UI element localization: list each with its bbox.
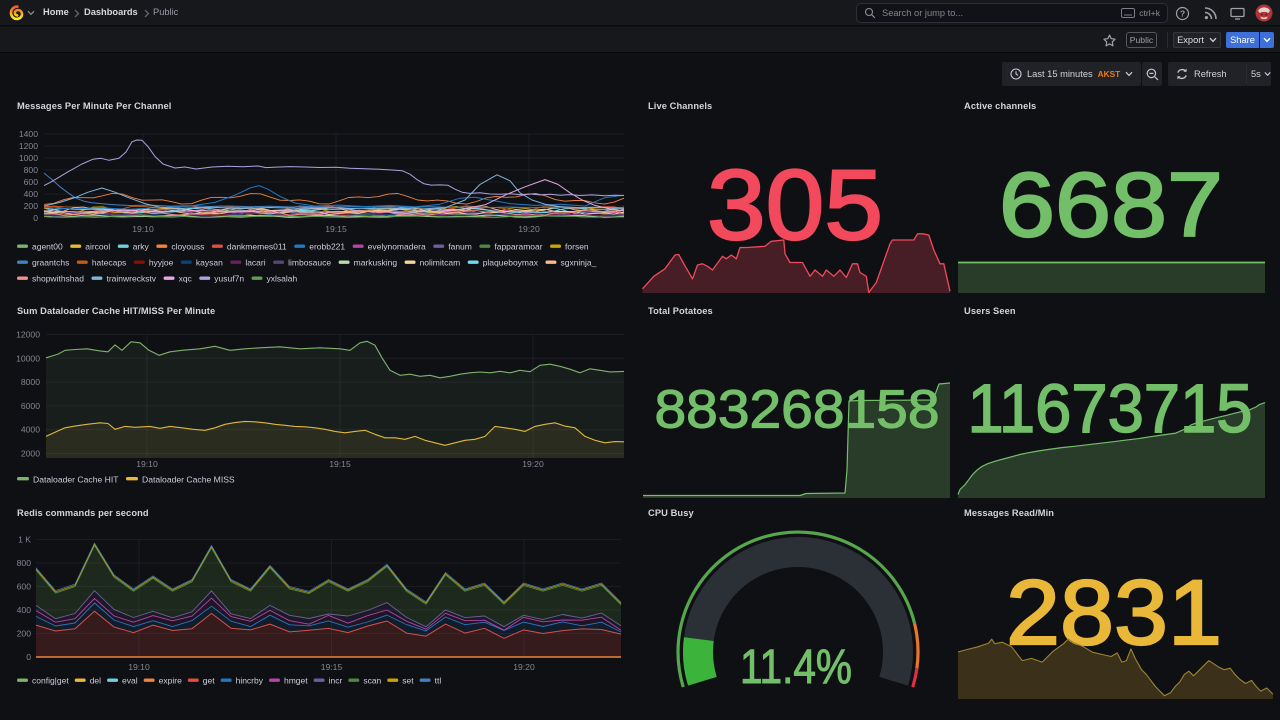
svg-text:config|get: config|get (32, 676, 69, 686)
svg-text:19:15: 19:15 (325, 224, 347, 234)
svg-text:kaysan: kaysan (196, 258, 223, 268)
svg-text:?: ? (1180, 8, 1185, 18)
svg-text:12000: 12000 (16, 330, 40, 340)
svg-text:shopwithshad: shopwithshad (32, 274, 84, 284)
svg-text:Dataloader Cache MISS: Dataloader Cache MISS (142, 475, 235, 485)
svg-text:forsen: forsen (565, 242, 589, 252)
svg-text:11673715: 11673715 (968, 370, 1253, 447)
svg-text:305: 305 (707, 149, 883, 260)
svg-text:0: 0 (33, 213, 38, 223)
svg-text:erobb221: erobb221 (309, 242, 345, 252)
svg-text:0: 0 (26, 652, 31, 662)
svg-text:19:15: 19:15 (329, 459, 351, 469)
svg-text:scan: scan (363, 676, 381, 686)
svg-text:2000: 2000 (21, 449, 40, 459)
svg-text:1 K: 1 K (18, 535, 31, 545)
svg-text:1200: 1200 (19, 141, 38, 151)
svg-text:hincrby: hincrby (236, 676, 264, 686)
svg-text:sgxninja_: sgxninja_ (560, 258, 596, 268)
svg-text:evelynomadera: evelynomadera (368, 242, 426, 252)
svg-text:1000: 1000 (19, 153, 38, 163)
svg-text:200: 200 (17, 629, 32, 639)
svg-text:800: 800 (24, 165, 39, 175)
svg-text:expire: expire (159, 676, 182, 686)
svg-text:19:20: 19:20 (518, 224, 540, 234)
svg-text:set: set (402, 676, 414, 686)
svg-text:2831: 2831 (1006, 562, 1222, 664)
svg-text:19:10: 19:10 (128, 662, 150, 672)
svg-text:trainwreckstv: trainwreckstv (106, 274, 156, 284)
svg-text:hmget: hmget (284, 676, 308, 686)
svg-text:incr: incr (329, 676, 343, 686)
svg-text:19:20: 19:20 (522, 459, 544, 469)
svg-text:arky: arky (133, 242, 150, 252)
svg-text:8000: 8000 (21, 377, 40, 387)
svg-text:fanum: fanum (448, 242, 472, 252)
svg-text:ttl: ttl (435, 676, 442, 686)
svg-text:limbosauce: limbosauce (288, 258, 331, 268)
svg-text:xqc: xqc (179, 274, 193, 284)
svg-text:yxlsalah: yxlsalah (267, 274, 298, 284)
svg-text:del: del (90, 676, 101, 686)
svg-text:19:15: 19:15 (321, 662, 343, 672)
svg-text:19:20: 19:20 (513, 662, 535, 672)
svg-text:dankmemes011: dankmemes011 (227, 242, 287, 252)
svg-text:fapparamoar: fapparamoar (494, 242, 542, 252)
svg-text:graantchs: graantchs (32, 258, 69, 268)
svg-text:hyyjoe: hyyjoe (149, 258, 174, 268)
svg-text:6000: 6000 (21, 401, 40, 411)
svg-text:400: 400 (24, 189, 39, 199)
svg-text:cloyouss: cloyouss (171, 242, 204, 252)
svg-text:800: 800 (17, 558, 32, 568)
svg-text:plaqueboymax: plaqueboymax (483, 258, 539, 268)
svg-text:markusking: markusking (354, 258, 398, 268)
svg-text:get: get (203, 676, 215, 686)
svg-text:nolimitcam: nolimitcam (420, 258, 461, 268)
svg-text:lacari: lacari (245, 258, 265, 268)
svg-text:hatecaps: hatecaps (92, 258, 127, 268)
svg-text:600: 600 (17, 582, 32, 592)
svg-text:600: 600 (24, 177, 39, 187)
svg-text:yusuf7n: yusuf7n (214, 274, 244, 284)
svg-text:6687: 6687 (999, 155, 1223, 256)
svg-text:19:10: 19:10 (136, 459, 158, 469)
svg-text:883268158: 883268158 (655, 380, 940, 440)
svg-text:Dataloader Cache HIT: Dataloader Cache HIT (33, 475, 119, 485)
svg-text:eval: eval (122, 676, 138, 686)
svg-text:19:10: 19:10 (132, 224, 154, 234)
svg-text:11.4%: 11.4% (740, 641, 852, 694)
svg-text:200: 200 (24, 201, 39, 211)
svg-text:1400: 1400 (19, 129, 38, 139)
svg-text:10000: 10000 (16, 353, 40, 363)
svg-text:4000: 4000 (21, 425, 40, 435)
svg-text:400: 400 (17, 605, 32, 615)
svg-text:agent00: agent00 (32, 242, 63, 252)
svg-text:aircool: aircool (85, 242, 110, 252)
